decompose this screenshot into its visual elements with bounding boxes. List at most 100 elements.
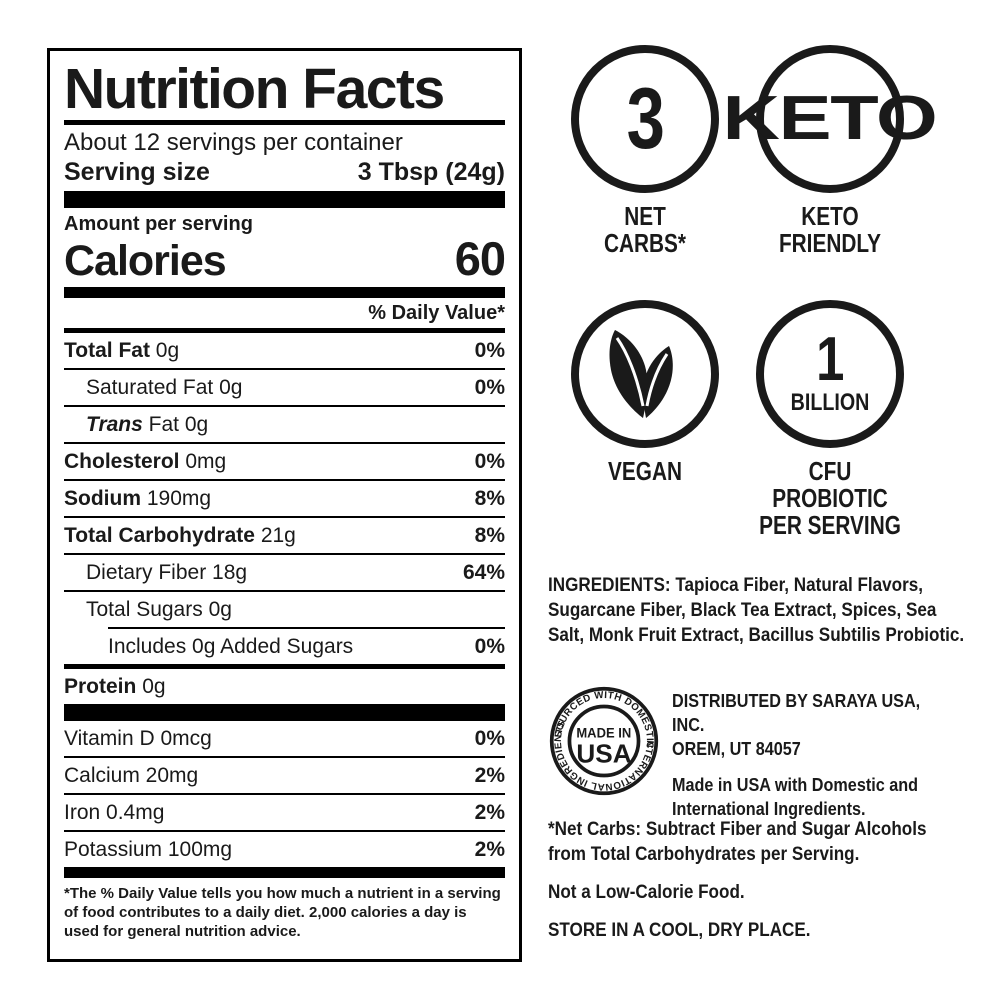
divider-under-calories	[64, 287, 505, 298]
badge-value: KETO	[723, 84, 938, 153]
nutrient-dv: 0%	[474, 450, 505, 473]
nutrient-dv: 0%	[474, 727, 505, 750]
divider-row	[64, 516, 505, 518]
nutrient-name: Cholesterol	[64, 450, 180, 473]
nutrient-dv: 2%	[474, 801, 505, 824]
distributor-text: DISTRIBUTED BY SARAYA USA, INC. OREM, UT…	[672, 685, 947, 821]
nutrient-amount: 0g	[142, 675, 166, 698]
nutrient-name: Sodium	[64, 487, 141, 510]
not-low-calorie-note: Not a Low-Calorie Food.	[548, 882, 745, 903]
table-row: Protein 0g	[64, 669, 505, 704]
badge-cfu-probiotic: 1 BILLION CFU PROBIOTIC PER SERVING	[730, 300, 930, 539]
divider-row	[64, 328, 505, 333]
net-carbs-label: *Net Carbs:	[548, 819, 642, 840]
svg-text:USA: USA	[576, 738, 631, 768]
badge-keto-friendly: KETO KETO FRIENDLY	[723, 45, 938, 258]
nutrient-amount: 0g	[219, 376, 243, 399]
servings-per-container: About 12 servings per container	[64, 129, 403, 156]
table-row: Iron 0.4mg 2%	[64, 795, 505, 830]
nutrient-amount: 190mg	[146, 487, 212, 510]
divider-row	[64, 590, 505, 592]
nutrient-amount: 0mg	[185, 450, 227, 473]
nutrient-name: Potassium 100mg	[64, 838, 233, 861]
calories-label: Calories	[64, 237, 227, 285]
divider-row	[64, 479, 505, 481]
divider-under-title	[64, 120, 505, 125]
divider-row	[64, 793, 505, 795]
nutrient-dv: 0%	[474, 376, 505, 399]
badge-net-carbs: 3 NET CARBS*	[545, 45, 745, 257]
table-row: Calcium 20mg 2%	[64, 758, 505, 793]
daily-value-footnote: *The % Daily Value tells you how much a …	[64, 885, 501, 940]
nutrient-name: Total Sugars	[86, 598, 203, 621]
distributor-block: SOURCED WITH DOMESTIC & INTERNATIONAL IN…	[548, 685, 978, 821]
table-row: Includes 0g Added Sugars 0%	[64, 629, 505, 664]
nutrition-facts-title: Nutrition Facts	[64, 57, 445, 121]
made-in-usa-seal-icon: SOURCED WITH DOMESTIC & INTERNATIONAL IN…	[548, 685, 659, 796]
distributor-line3: Made in USA with Domestic and Internatio…	[672, 775, 919, 819]
table-row: Total Sugars 0g	[64, 592, 505, 627]
divider-thick-footnote	[64, 867, 505, 878]
daily-value-header: % Daily Value*	[368, 302, 505, 324]
circle-outline-icon	[571, 300, 719, 448]
ingredients-block: INGREDIENTS: Tapioca Fiber, Natural Flav…	[548, 573, 968, 648]
nutrient-name: Trans	[86, 413, 143, 436]
divider-thick-micronutrients	[64, 704, 505, 721]
nutrient-dv: 8%	[474, 524, 505, 547]
badge-value: 1	[815, 325, 845, 394]
tail-notes-block: *Net Carbs: Subtract Fiber and Sugar Alc…	[548, 817, 968, 943]
badge-caption: KETO FRIENDLY	[778, 201, 882, 258]
table-row: Sodium 190mg 8%	[64, 481, 505, 516]
nutrient-dv: 2%	[474, 838, 505, 861]
nutrient-name: Dietary Fiber	[86, 561, 207, 584]
divider-row	[64, 553, 505, 555]
badge-group: 3 NET CARBS* KETO KETO FRIENDLY VEGAN	[545, 45, 985, 545]
badge-caption: CFU PROBIOTIC PER SERVING	[759, 456, 901, 540]
nutrient-dv: 0%	[474, 339, 505, 362]
net-carbs-text: Subtract Fiber and Sugar Alcohols from T…	[548, 819, 927, 865]
serving-size-value: 3 Tbsp (24g)	[357, 158, 505, 186]
nutrient-name: Total Fat	[64, 339, 150, 362]
nutrient-dv: 0%	[474, 635, 505, 658]
nutrient-name: Saturated Fat	[86, 376, 214, 399]
divider-row-indented	[108, 627, 505, 629]
circle-outline-icon: 1 BILLION	[756, 300, 904, 448]
badge-vegan: VEGAN	[545, 300, 745, 485]
divider-row	[64, 664, 505, 669]
ingredients-text: INGREDIENTS: Tapioca Fiber, Natural Flav…	[548, 573, 968, 648]
calories-value: 60	[454, 232, 506, 285]
spacer	[672, 761, 947, 773]
nutrient-dv: 2%	[474, 764, 505, 787]
nutrient-name: Total Carbohydrate	[64, 524, 255, 547]
table-row: Potassium 100mg 2%	[64, 832, 505, 867]
divider-row	[64, 368, 505, 370]
table-row: Saturated Fat 0g 0%	[64, 370, 505, 405]
table-row: Total Carbohydrate 21g 8%	[64, 518, 505, 553]
svg-text:MADE IN: MADE IN	[576, 725, 631, 741]
calories-row: Calories 60	[64, 232, 506, 287]
nutrient-name: Calcium 20mg	[64, 764, 199, 787]
badge-caption: VEGAN	[608, 456, 682, 486]
table-row: Trans Fat 0g	[64, 407, 505, 442]
divider-row	[64, 405, 505, 407]
distributor-line1: DISTRIBUTED BY SARAYA USA, INC.	[672, 691, 921, 735]
divider-thick-top	[64, 191, 505, 208]
nutrient-name: Vitamin D 0mcg	[64, 727, 212, 750]
divider-row	[64, 756, 505, 758]
ingredients-label: INGREDIENTS:	[548, 575, 671, 596]
nutrient-amount: Fat 0g	[148, 413, 209, 436]
table-row: Cholesterol 0mg 0%	[64, 444, 505, 479]
nutrient-dv: 8%	[474, 487, 505, 510]
circle-outline-icon: 3	[571, 45, 719, 193]
badge-value: 3	[626, 71, 665, 167]
right-column: 3 NET CARBS* KETO KETO FRIENDLY VEGAN	[545, 45, 985, 975]
serving-size-label: Serving size	[64, 158, 210, 186]
nutrient-amount: 0g	[208, 598, 232, 621]
distributor-line2: OREM, UT 84057	[672, 739, 801, 759]
nutrition-facts-panel: Nutrition Facts About 12 servings per co…	[47, 48, 522, 962]
nutrient-name: Protein	[64, 675, 137, 698]
nutrient-dv: 64%	[462, 561, 505, 584]
circle-outline-icon: KETO	[723, 45, 938, 193]
divider-row	[64, 830, 505, 832]
table-row: Total Fat 0g 0%	[64, 333, 505, 368]
